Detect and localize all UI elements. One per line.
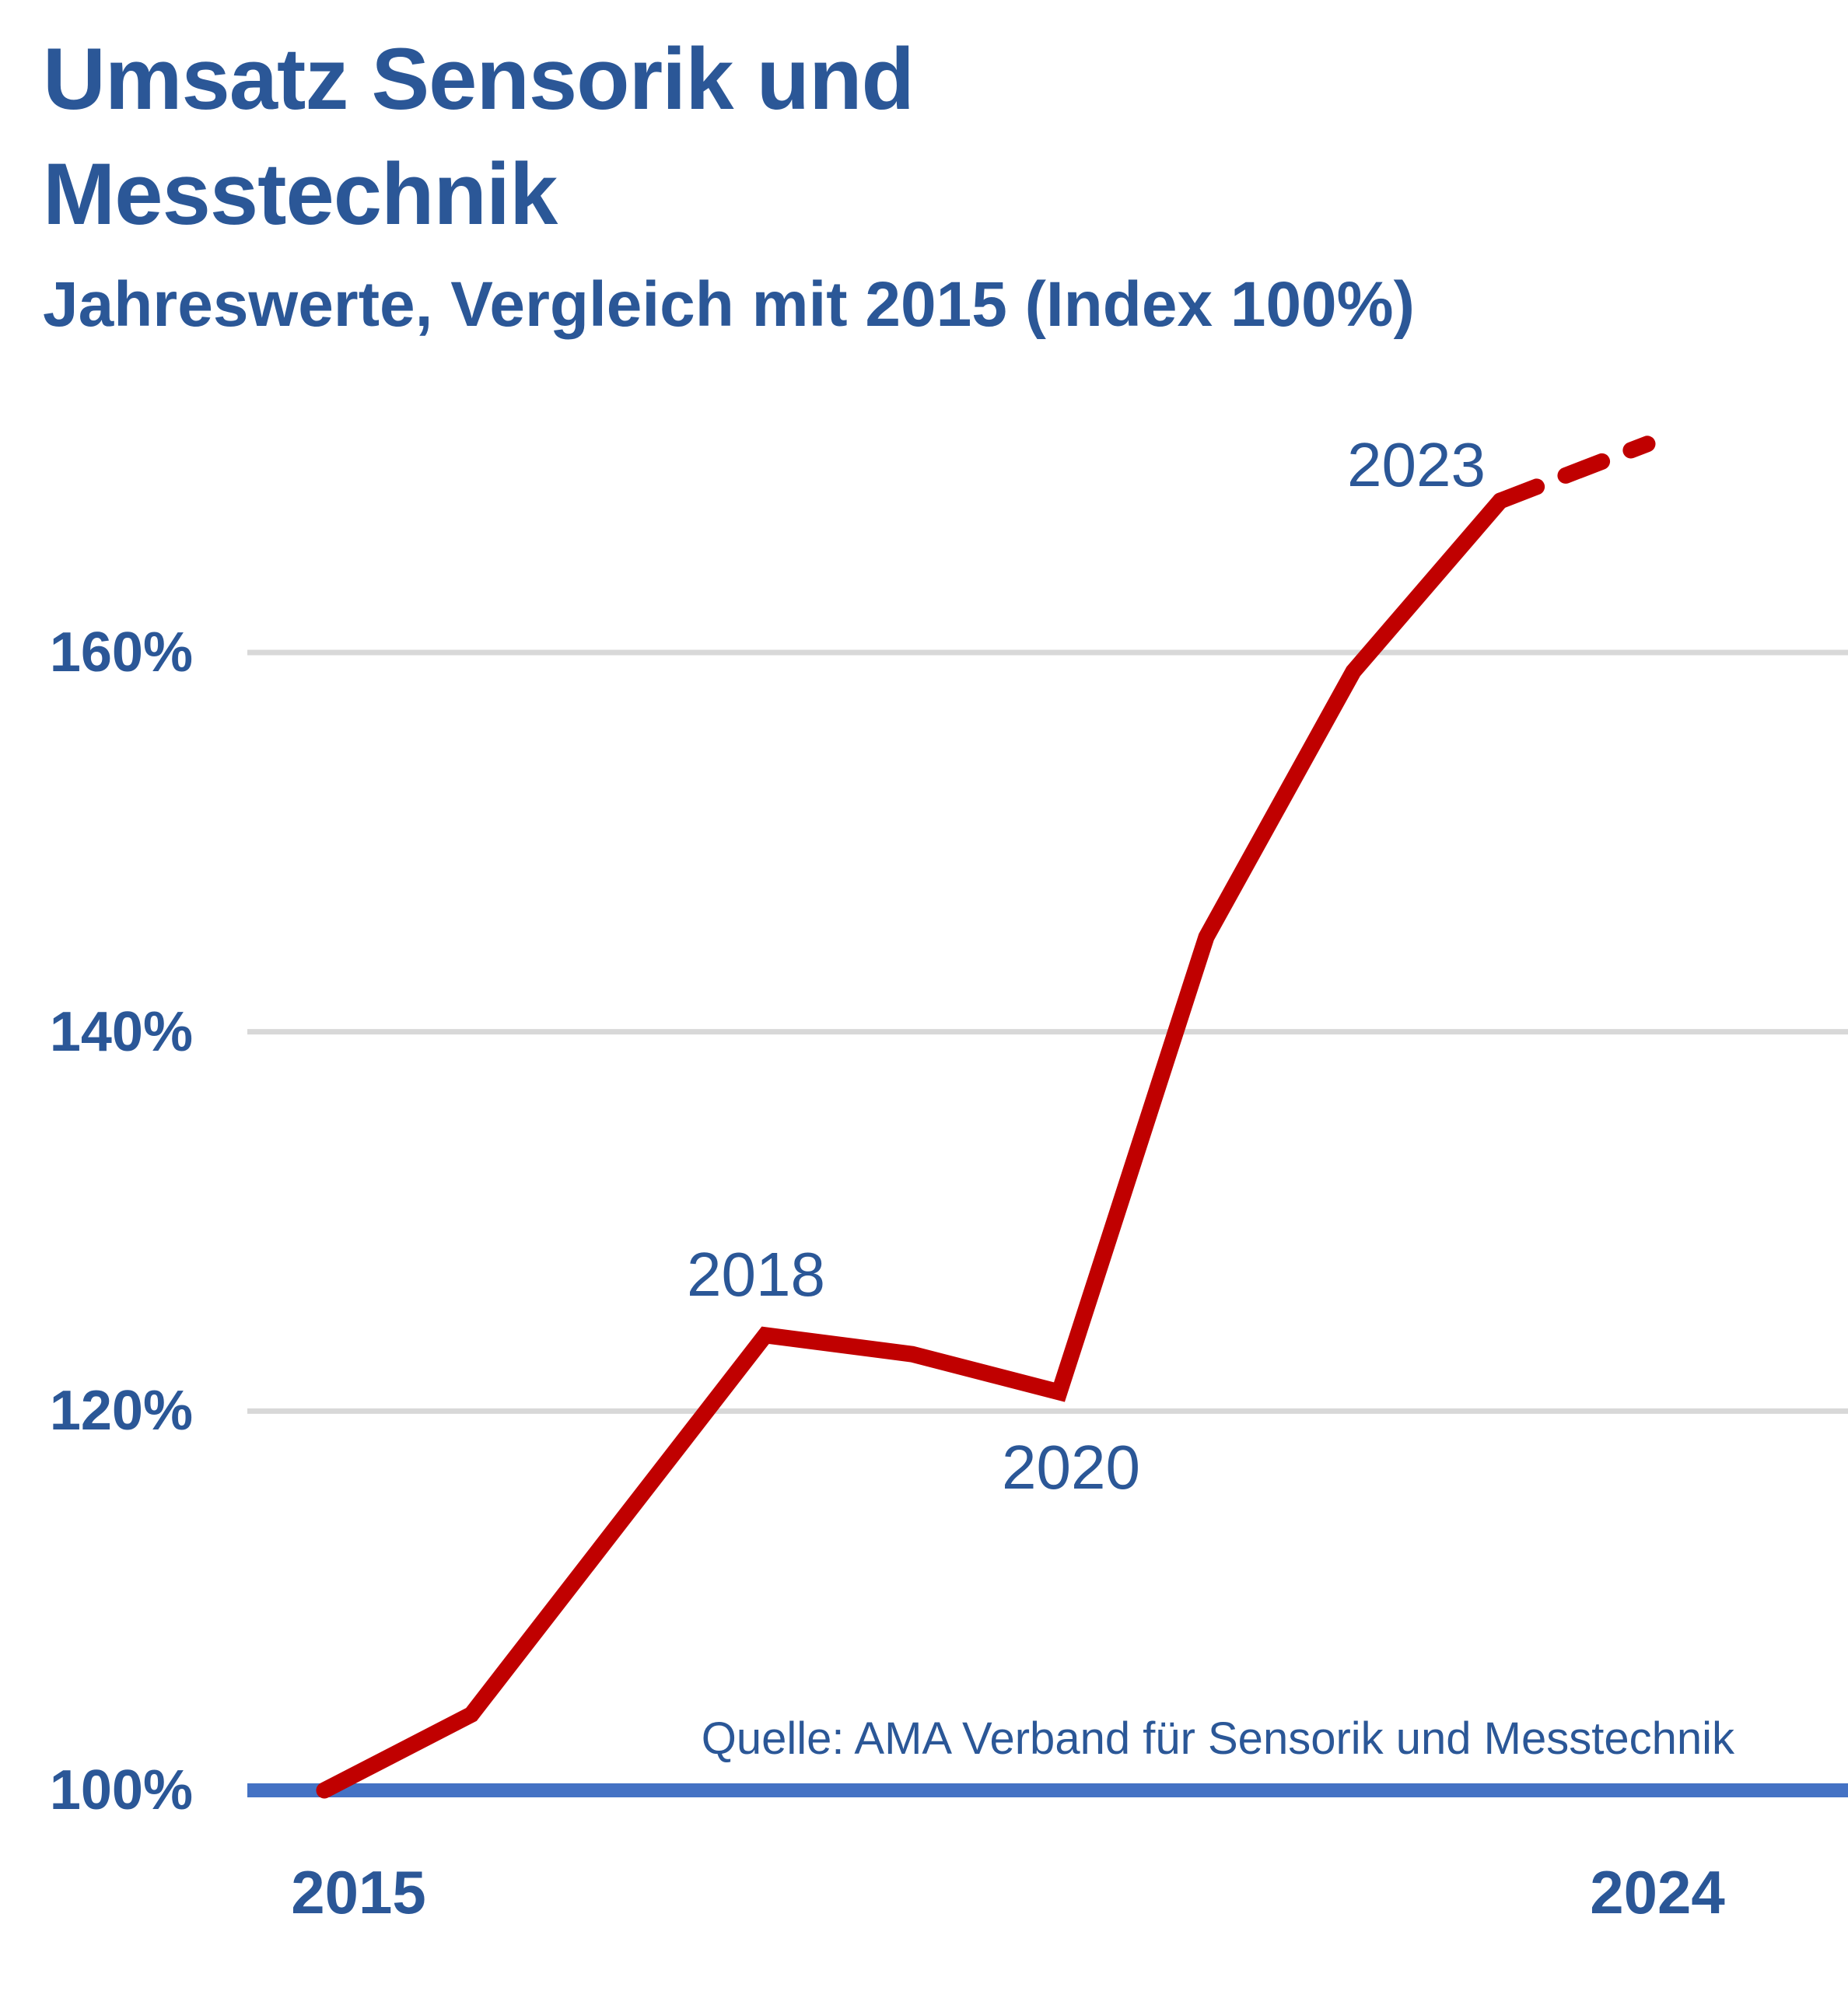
y-axis-label-140: 140% <box>49 1000 193 1063</box>
x-axis-label-2015: 2015 <box>291 1858 426 1926</box>
data-line-dashed-forecast <box>1492 436 1656 509</box>
source-caption: Quelle: AMA Verband für Sensorik und Mes… <box>701 1713 1734 1764</box>
x-axis-label-2024: 2024 <box>1590 1858 1725 1926</box>
data-line-solid <box>316 492 1509 1799</box>
annotation-2023: 2023 <box>1347 429 1486 499</box>
y-axis-label-160: 160% <box>49 621 193 684</box>
annotation-2018: 2018 <box>687 1239 825 1309</box>
y-axis-label-120: 120% <box>49 1380 193 1443</box>
annotation-2020: 2020 <box>1002 1432 1140 1502</box>
chart-title-line1: Umsatz Sensorik und <box>43 30 915 128</box>
chart-title-line2: Messtechnik <box>43 145 558 243</box>
y-axis-label-100: 100% <box>49 1759 193 1821</box>
chart-header: Umsatz Sensorik und Messtechnik Jahreswe… <box>43 22 1415 344</box>
chart-subtitle: Jahreswerte, Vergleich mit 2015 (Index 1… <box>43 269 1415 340</box>
